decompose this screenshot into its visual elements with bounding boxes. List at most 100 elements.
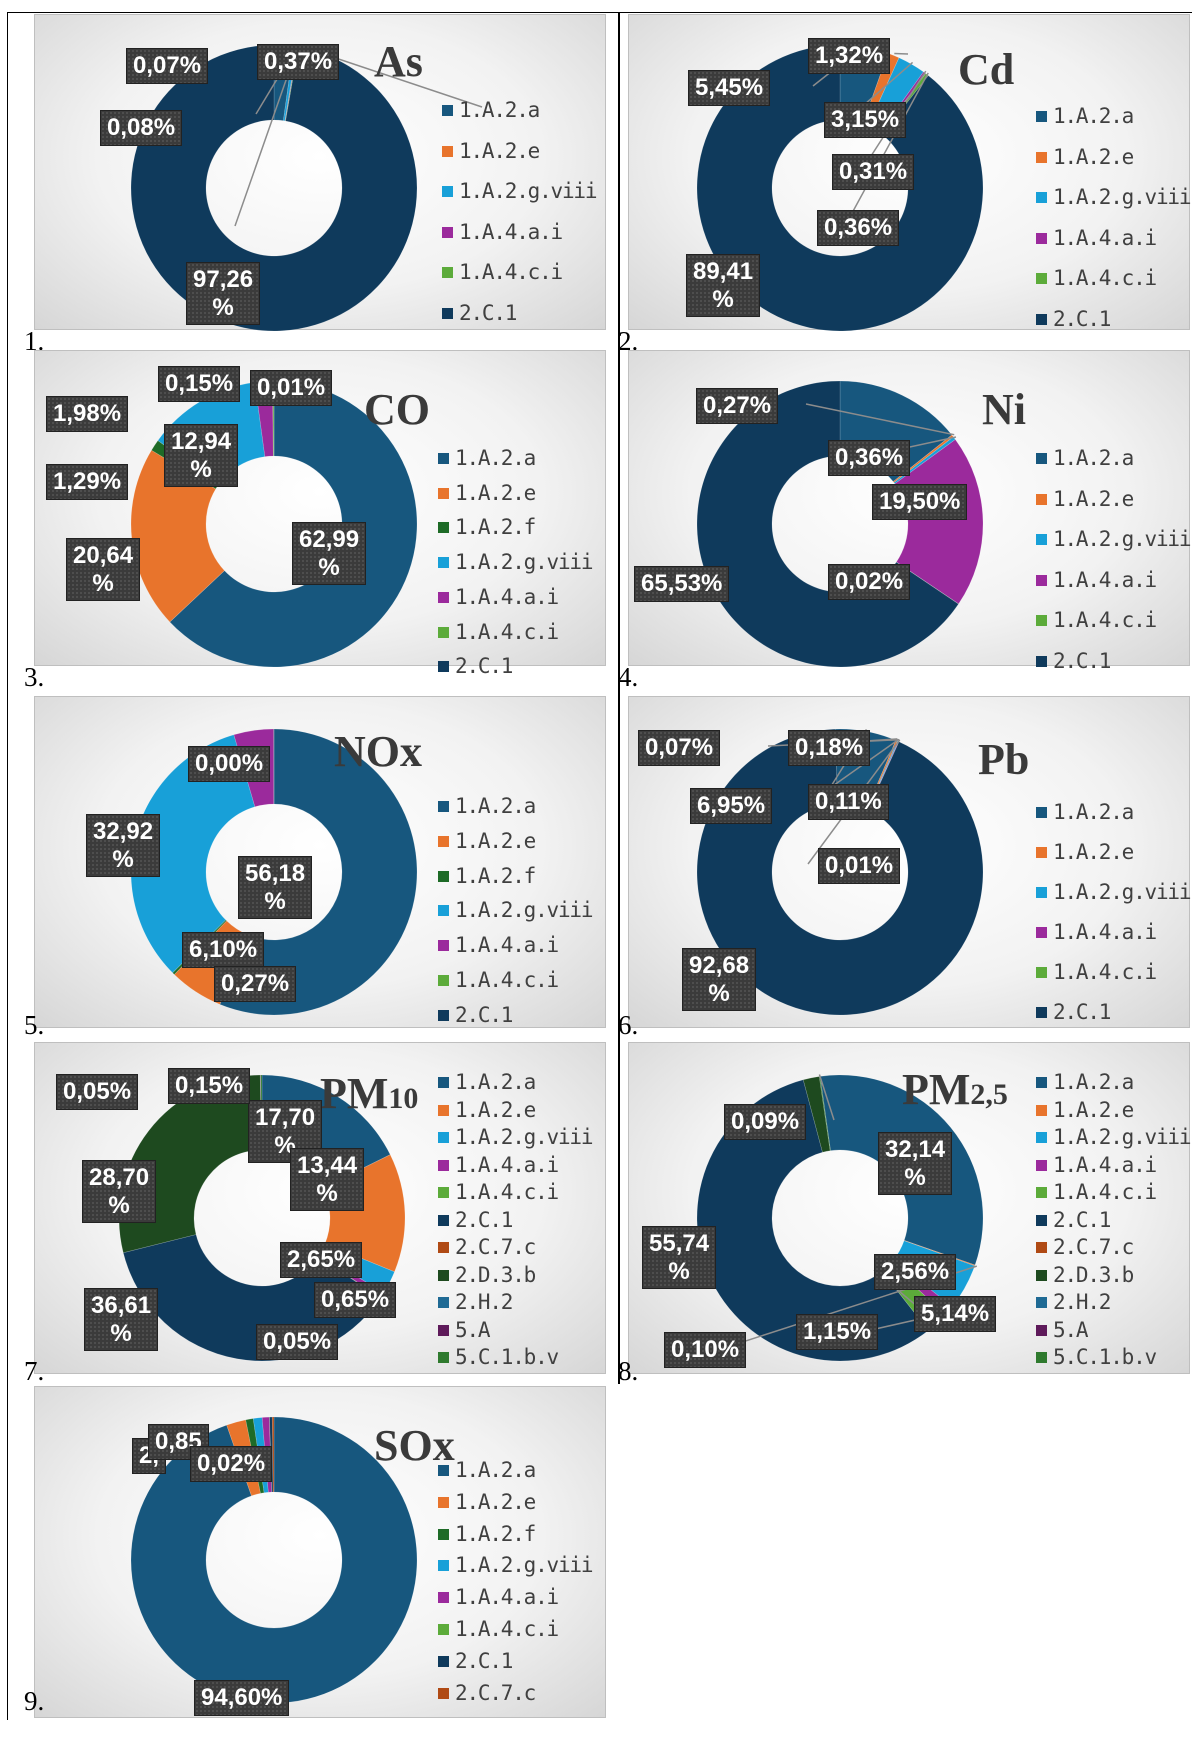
chart-panel-3: CO 1.A.2.a 1.A.2.e 1.A.2.f 1.A.2.g.viii 1.A.4… (34, 350, 606, 706)
legend-label: 1.A.2.f (455, 515, 535, 539)
chart-title: CO (364, 388, 430, 432)
legend-label: 2.C.1 (455, 1003, 512, 1027)
legend-label: 1.A.2.e (1053, 840, 1133, 864)
legend-swatch (1036, 1187, 1047, 1198)
chart-title-main: Cd (958, 45, 1014, 94)
legend-label: 2.C.1 (1053, 1208, 1110, 1232)
legend-label: 1.A.4.a.i (455, 933, 558, 957)
legend-swatch (438, 905, 449, 916)
data-label: 0,27% (214, 966, 296, 1002)
legend-item: 5.C.1.b.v (1036, 1345, 1156, 1369)
data-label: 0,01% (818, 848, 900, 884)
legend-item: 1.A.2.g.viii (1036, 880, 1190, 904)
legend-swatch (438, 1160, 449, 1171)
chart-title-main: As (374, 37, 423, 86)
legend-label: 1.A.2.e (455, 481, 535, 505)
legend-label: 2.C.1 (455, 1208, 512, 1232)
legend-swatch (1036, 273, 1047, 284)
legend-label: 1.A.2.a (459, 98, 539, 122)
legend-item: 1.A.2.a (438, 446, 535, 470)
legend-item: 1.A.2.g.viii (438, 550, 592, 574)
legend-label: 5.C.1.b.v (1053, 1345, 1156, 1369)
legend-swatch (438, 1656, 449, 1667)
legend-label: 1.A.2.a (1053, 104, 1133, 128)
data-label: 0,36% (828, 440, 910, 476)
legend-item: 1.A.2.a (1036, 446, 1133, 470)
chart-title: Cd (958, 48, 1014, 92)
legend-label: 1.A.4.a.i (459, 220, 562, 244)
legend-item: 1.A.4.a.i (442, 220, 562, 244)
chart-title-subscript: 10 (388, 1082, 418, 1115)
legend-swatch (438, 1270, 449, 1281)
data-label: 56,18 % (238, 856, 312, 919)
legend-item: 5.A (1036, 1318, 1087, 1342)
legend-swatch (442, 105, 453, 116)
legend-swatch (438, 592, 449, 603)
legend-item: 1.A.4.c.i (438, 1617, 558, 1641)
figure-column-divider (618, 12, 620, 1384)
panel-number: 4. (618, 664, 638, 691)
legend-label: 1.A.2.e (1053, 145, 1133, 169)
data-label: 13,44 % (290, 1148, 364, 1211)
legend-item: 1.A.4.a.i (1036, 568, 1156, 592)
legend-swatch (1036, 494, 1047, 505)
legend-item: 1.A.2.g.viii (1036, 185, 1190, 209)
legend-item: 2.C.1 (438, 1649, 512, 1673)
legend-label: 1.A.2.g.viii (455, 1125, 592, 1149)
legend-item: 1.A.4.c.i (1036, 1180, 1156, 1204)
legend-item: 1.A.2.a (1036, 800, 1133, 824)
legend-item: 1.A.2.e (1036, 145, 1133, 169)
legend-item: 1.A.2.g.viii (442, 179, 596, 203)
legend-swatch (438, 1187, 449, 1198)
legend-swatch (1036, 1215, 1047, 1226)
data-label: 92,68 % (682, 948, 756, 1011)
chart-title-main: CO (364, 385, 430, 434)
legend-label: 2.C.1 (455, 654, 512, 678)
data-label: 5,45% (688, 70, 770, 106)
legend-item: 1.A.4.c.i (1036, 608, 1156, 632)
legend-label: 1.A.2.e (455, 829, 535, 853)
legend-label: 1.A.4.c.i (1053, 960, 1156, 984)
legend-item: 1.A.4.c.i (438, 968, 558, 992)
data-label: 1,15% (796, 1314, 878, 1350)
legend-label: 1.A.2.g.viii (1053, 880, 1190, 904)
legend-label: 1.A.4.a.i (455, 585, 558, 609)
legend-label: 1.A.2.a (1053, 446, 1133, 470)
data-label: 6,95% (690, 788, 772, 824)
legend-label: 1.A.2.g.viii (1053, 527, 1190, 551)
legend-label: 1.A.4.c.i (1053, 608, 1156, 632)
legend-item: 2.C.7.c (438, 1681, 535, 1705)
legend-swatch (438, 1560, 449, 1571)
chart-title-main: Pb (978, 735, 1029, 784)
legend-item: 1.A.2.e (438, 829, 535, 853)
legend-swatch (1036, 534, 1047, 545)
slice-2-c-1 (131, 45, 417, 331)
legend-label: 2.C.1 (455, 1649, 512, 1673)
chart-title-main: NOx (334, 727, 422, 776)
legend-swatch (442, 267, 453, 278)
legend-item: 1.A.4.a.i (1036, 920, 1156, 944)
legend-swatch (438, 557, 449, 568)
legend-label: 2.C.1 (1053, 649, 1110, 673)
legend-swatch (1036, 927, 1047, 938)
legend-swatch (438, 1624, 449, 1635)
legend-item: 1.A.4.a.i (438, 933, 558, 957)
legend-label: 1.A.4.a.i (1053, 226, 1156, 250)
legend-label: 1.A.4.c.i (455, 1180, 558, 1204)
legend-swatch (438, 975, 449, 986)
legend-item: 1.A.2.e (438, 1490, 535, 1514)
legend-label: 1.A.2.a (1053, 800, 1133, 824)
legend-label: 1.A.4.c.i (455, 968, 558, 992)
data-label: 2,65% (280, 1242, 362, 1278)
data-label: 0,02% (190, 1446, 272, 1482)
legend-swatch (438, 801, 449, 812)
data-label: 55,74 % (642, 1226, 716, 1289)
data-label: 0,18% (788, 730, 870, 766)
chart-title: PM2,5 (902, 1068, 1008, 1112)
legend-item: 5.A (438, 1318, 489, 1342)
legend-label: 1.A.2.e (455, 1098, 535, 1122)
